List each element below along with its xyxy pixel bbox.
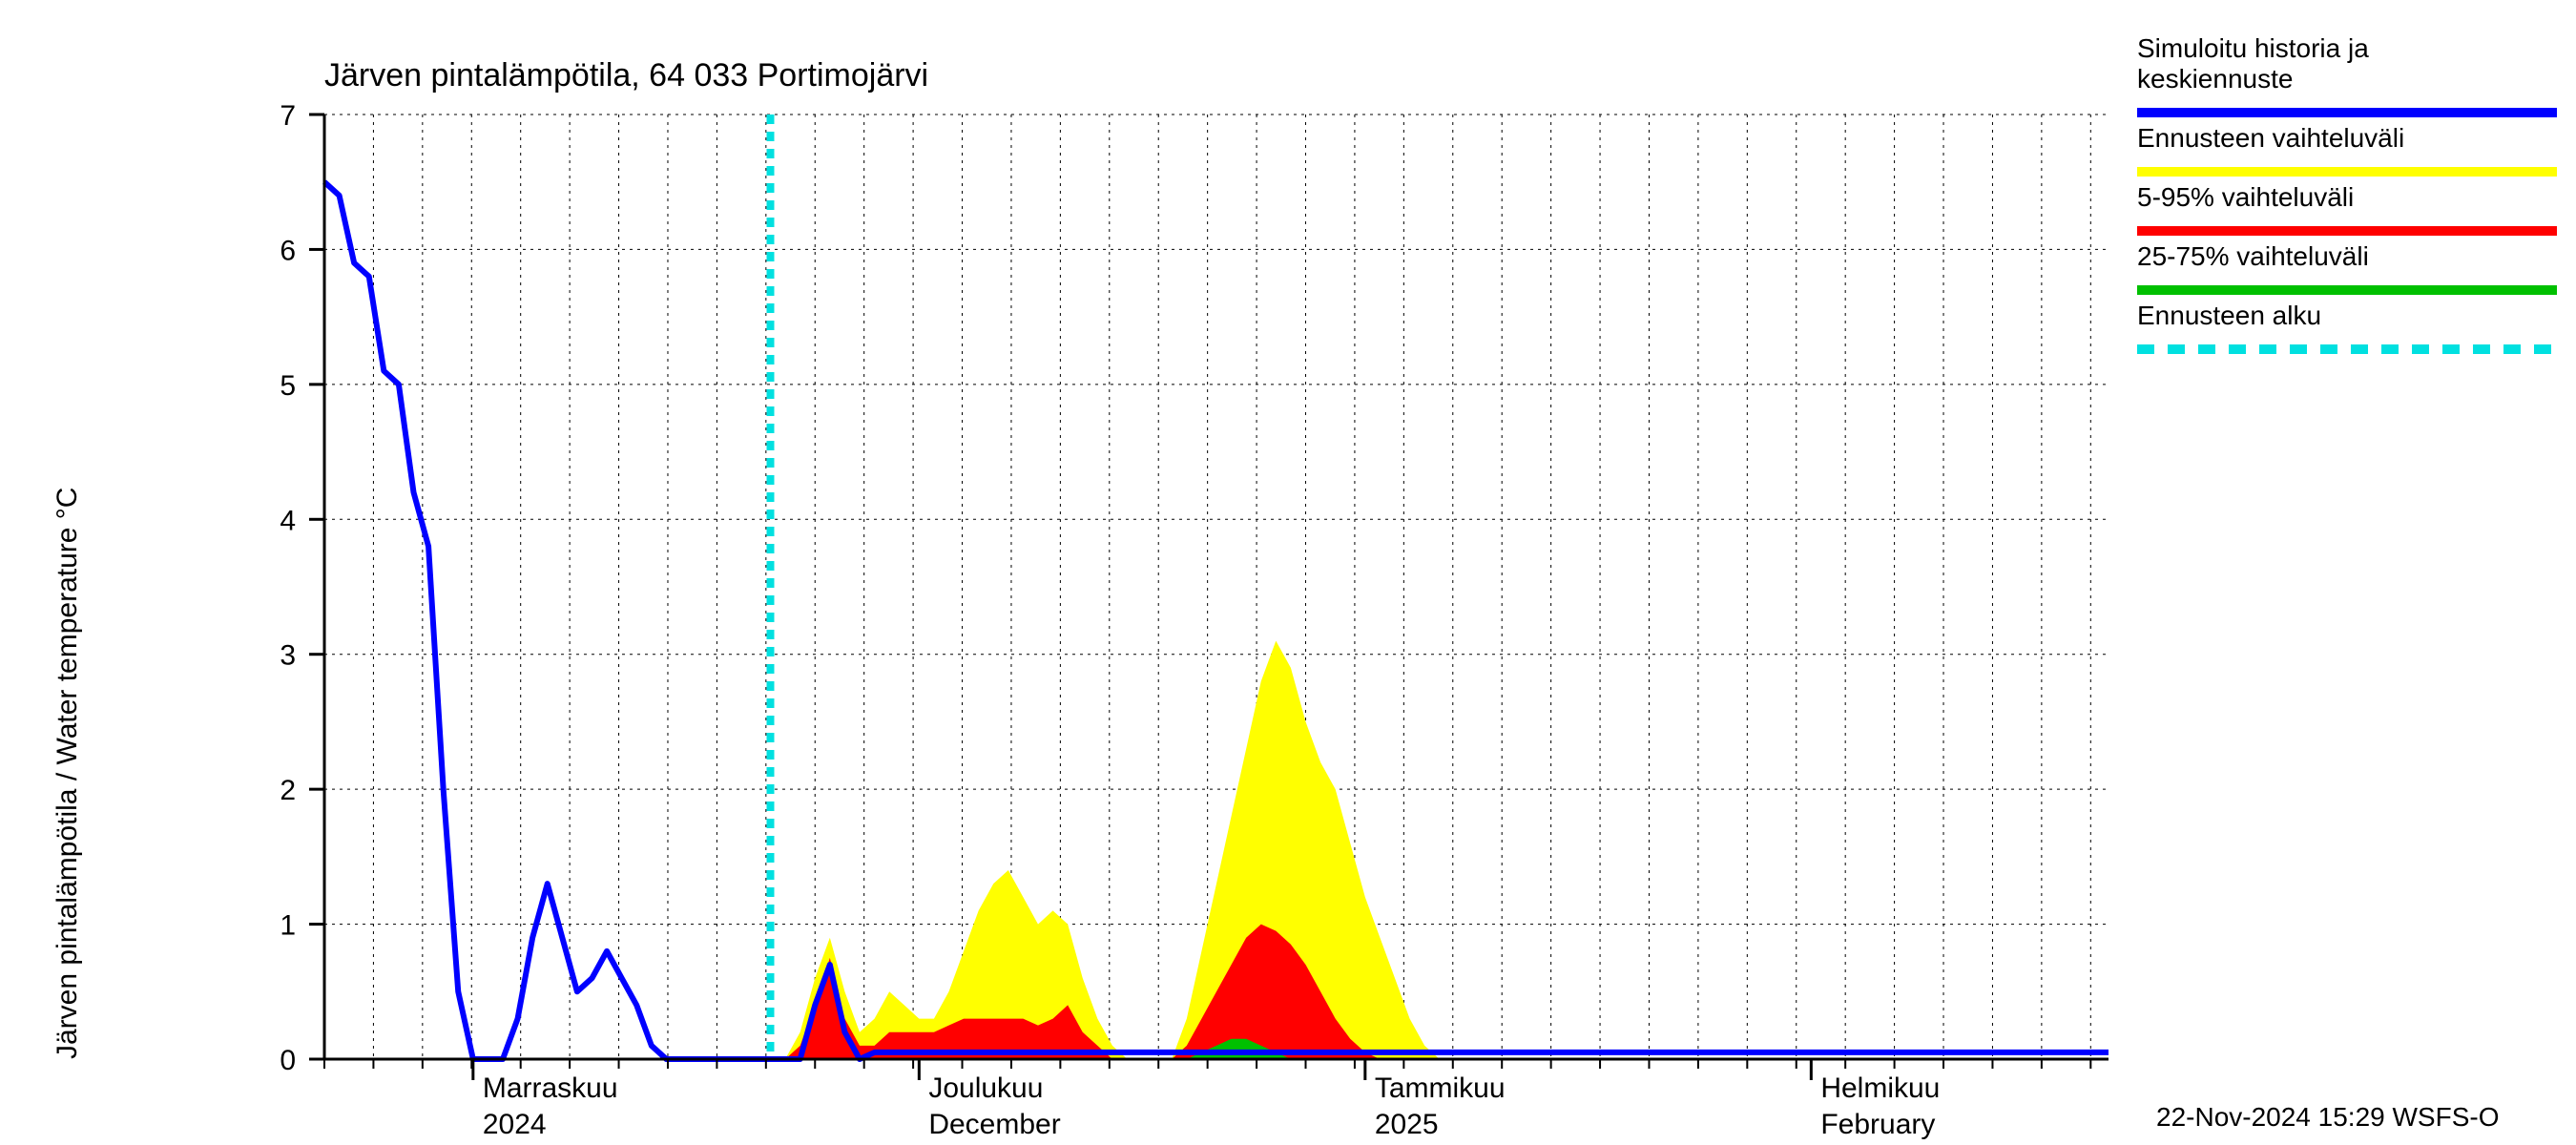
chart-svg: 0 1 2 3 4 5 6 7 Marraskuu 2024 Joulukuu December Tam… — [0, 0, 2576, 1145]
legend-label: 5-95% vaihteluväli — [2137, 182, 2354, 212]
legend-label: keskiennuste — [2137, 64, 2293, 94]
xtick-label-bottom: February — [1820, 1109, 1935, 1140]
legend-label: Ennusteen alku — [2137, 301, 2321, 330]
ytick-label: 7 — [280, 100, 296, 132]
y-axis-label: Järven pintalämpötila / Water temperatur… — [52, 488, 83, 1059]
ytick-label: 4 — [280, 505, 296, 536]
ytick-label: 3 — [280, 640, 296, 672]
ytick-label: 6 — [280, 235, 296, 266]
legend-label: Simuloitu historia ja — [2137, 33, 2369, 63]
chart-footer: 22-Nov-2024 15:29 WSFS-O — [2156, 1102, 2500, 1132]
ytick-label: 2 — [280, 775, 296, 806]
xtick-label-top: Marraskuu — [483, 1072, 618, 1104]
xtick-label-top: Helmikuu — [1820, 1072, 1940, 1104]
xtick-label-bottom: 2025 — [1375, 1109, 1439, 1140]
ytick-label: 5 — [280, 370, 296, 402]
xtick-label-top: Joulukuu — [928, 1072, 1043, 1104]
xtick-label-bottom: December — [928, 1109, 1060, 1140]
chart-container: 0 1 2 3 4 5 6 7 Marraskuu 2024 Joulukuu December Tam… — [0, 0, 2576, 1145]
ytick-label: 0 — [280, 1045, 296, 1076]
chart-title: Järven pintalämpötila, 64 033 Portimojär… — [324, 57, 928, 94]
xtick-label-bottom: 2024 — [483, 1109, 547, 1140]
legend-label: 25-75% vaihteluväli — [2137, 241, 2369, 271]
xtick-label-top: Tammikuu — [1375, 1072, 1506, 1104]
legend-label: Ennusteen vaihteluväli — [2137, 123, 2404, 153]
ytick-label: 1 — [280, 910, 296, 942]
